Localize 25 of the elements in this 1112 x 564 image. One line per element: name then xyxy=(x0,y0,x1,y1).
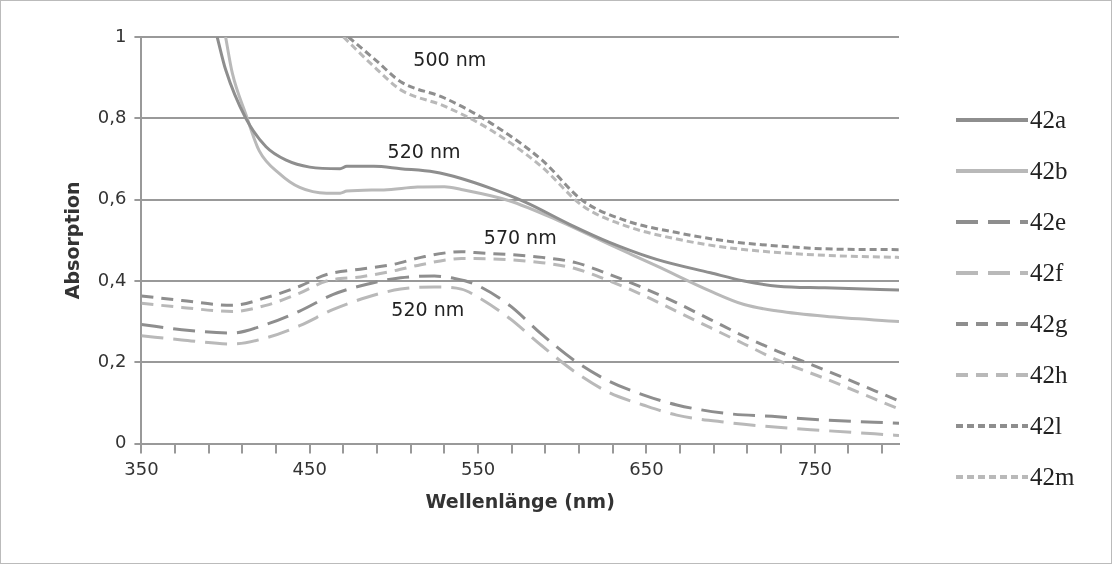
x-axis-title: Wellenlänge (nm) xyxy=(425,489,615,512)
annotation: 520 nm xyxy=(391,297,465,320)
x-tick-label: 450 xyxy=(292,458,327,480)
x-tick-label: 350 xyxy=(124,458,159,480)
y-axis-title: Absorption xyxy=(61,181,84,300)
x-tick-label: 550 xyxy=(460,458,496,480)
legend-label: 42m xyxy=(1030,462,1075,491)
legend-label: 42g xyxy=(1030,309,1068,338)
y-tick-label: 0,4 xyxy=(97,268,127,290)
y-tick-label: 0,6 xyxy=(97,187,127,209)
legend-label: 42e xyxy=(1030,207,1067,236)
legend-label: 42h xyxy=(1030,360,1068,389)
y-tick-label: 1 xyxy=(114,24,127,46)
legend-label: 42b xyxy=(1030,156,1068,185)
legend-label: 42l xyxy=(1030,411,1062,440)
y-tick-label: 0,8 xyxy=(97,105,127,127)
annotation: 500 nm xyxy=(413,48,487,71)
y-tick-label: 0 xyxy=(114,431,127,453)
legend-label: 42a xyxy=(1030,105,1067,134)
annotation: 520 nm xyxy=(387,140,461,163)
x-tick-label: 650 xyxy=(629,458,664,480)
legend-label: 42f xyxy=(1030,258,1064,287)
x-tick-label: 750 xyxy=(797,458,832,480)
annotation: 570 nm xyxy=(483,226,557,249)
y-tick-label: 0,2 xyxy=(97,349,127,371)
